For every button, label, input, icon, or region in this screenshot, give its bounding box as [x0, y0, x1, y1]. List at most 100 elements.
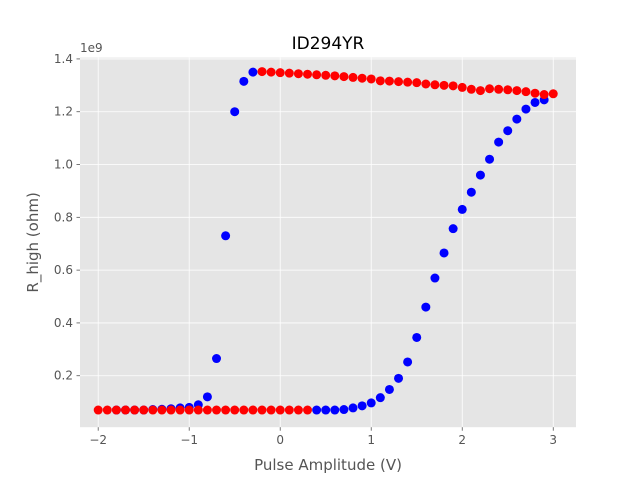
grid-lines — [80, 57, 576, 428]
y-axis-ticks: 0.2 0.4 0.6 0.8 1.0 1.2 1.4 — [54, 52, 80, 383]
data-point — [330, 71, 340, 81]
data-point — [357, 401, 367, 411]
data-point — [230, 107, 240, 117]
data-point — [348, 72, 358, 82]
data-point — [221, 231, 231, 241]
data-point — [266, 405, 276, 415]
data-point — [421, 79, 431, 89]
chart-title: ID294YR — [292, 34, 365, 54]
data-point — [321, 70, 331, 80]
data-point — [448, 224, 458, 234]
y-tick-label: 1.0 — [54, 158, 73, 172]
y-tick-label: 0.6 — [54, 263, 73, 277]
data-point — [366, 74, 376, 84]
data-point — [312, 70, 322, 80]
data-point — [457, 204, 467, 214]
data-point — [475, 170, 485, 180]
data-point — [403, 357, 413, 367]
y-axis-label: R_high (ohm) — [24, 192, 43, 292]
data-point — [530, 88, 540, 98]
x-tick-label: 3 — [549, 433, 557, 447]
data-point — [166, 405, 176, 415]
data-point — [412, 78, 422, 88]
y-offset-label: 1e9 — [80, 41, 103, 55]
data-point — [275, 405, 285, 415]
data-point — [212, 405, 222, 415]
data-point — [366, 398, 376, 408]
data-point — [548, 89, 558, 99]
data-point — [303, 69, 313, 79]
data-point — [530, 97, 540, 107]
data-point — [248, 67, 258, 77]
data-point — [121, 405, 131, 415]
data-point — [421, 302, 431, 312]
data-point — [157, 405, 167, 415]
y-tick-label: 0.2 — [54, 369, 73, 383]
data-point — [375, 76, 385, 86]
data-point — [148, 405, 158, 415]
data-point — [102, 405, 112, 415]
data-point — [230, 405, 240, 415]
data-point — [430, 80, 440, 90]
data-point — [239, 405, 249, 415]
x-tick-label: 1 — [367, 433, 375, 447]
x-axis-ticks: −2 −1 0 1 2 3 — [89, 427, 557, 447]
data-point — [275, 68, 285, 78]
y-tick-label: 1.2 — [54, 105, 73, 119]
data-point — [175, 405, 185, 415]
data-point — [130, 405, 140, 415]
data-point — [321, 405, 331, 415]
data-point — [394, 373, 404, 383]
y-tick-label: 0.8 — [54, 210, 73, 224]
data-point — [93, 405, 103, 415]
data-point — [512, 114, 522, 124]
data-point — [303, 405, 313, 415]
x-tick-label: −1 — [180, 433, 198, 447]
data-point — [503, 85, 513, 95]
x-tick-label: −2 — [89, 433, 107, 447]
data-point — [448, 81, 458, 91]
data-point — [330, 405, 340, 415]
y-tick-label: 0.4 — [54, 316, 73, 330]
data-point — [475, 86, 485, 96]
data-point — [430, 273, 440, 283]
data-point — [394, 77, 404, 87]
data-point — [375, 393, 385, 403]
data-point — [494, 137, 504, 147]
data-point — [457, 82, 467, 92]
data-point — [202, 405, 212, 415]
data-point — [257, 67, 267, 77]
data-point — [257, 405, 267, 415]
data-point — [539, 90, 549, 100]
data-point — [466, 84, 476, 94]
data-point — [293, 69, 303, 79]
data-point — [403, 77, 413, 87]
x-tick-label: 2 — [458, 433, 466, 447]
data-point — [193, 405, 203, 415]
data-point — [485, 84, 495, 94]
data-points — [93, 67, 558, 415]
x-tick-label: 0 — [276, 433, 284, 447]
data-point — [184, 405, 194, 415]
data-point — [412, 332, 422, 342]
data-point — [111, 405, 121, 415]
data-point — [512, 86, 522, 96]
data-point — [239, 76, 249, 86]
data-point — [202, 392, 212, 402]
y-tick-label: 1.4 — [54, 52, 73, 66]
data-point — [339, 72, 349, 82]
data-point — [384, 76, 394, 86]
data-point — [293, 405, 303, 415]
data-point — [266, 67, 276, 77]
data-point — [221, 405, 231, 415]
data-point — [312, 405, 322, 415]
x-axis-label: Pulse Amplitude (V) — [254, 456, 402, 474]
data-point — [212, 354, 222, 364]
data-point — [466, 187, 476, 197]
data-point — [439, 248, 449, 258]
data-point — [284, 405, 294, 415]
data-point — [339, 405, 349, 415]
data-point — [248, 405, 258, 415]
data-point — [284, 68, 294, 78]
